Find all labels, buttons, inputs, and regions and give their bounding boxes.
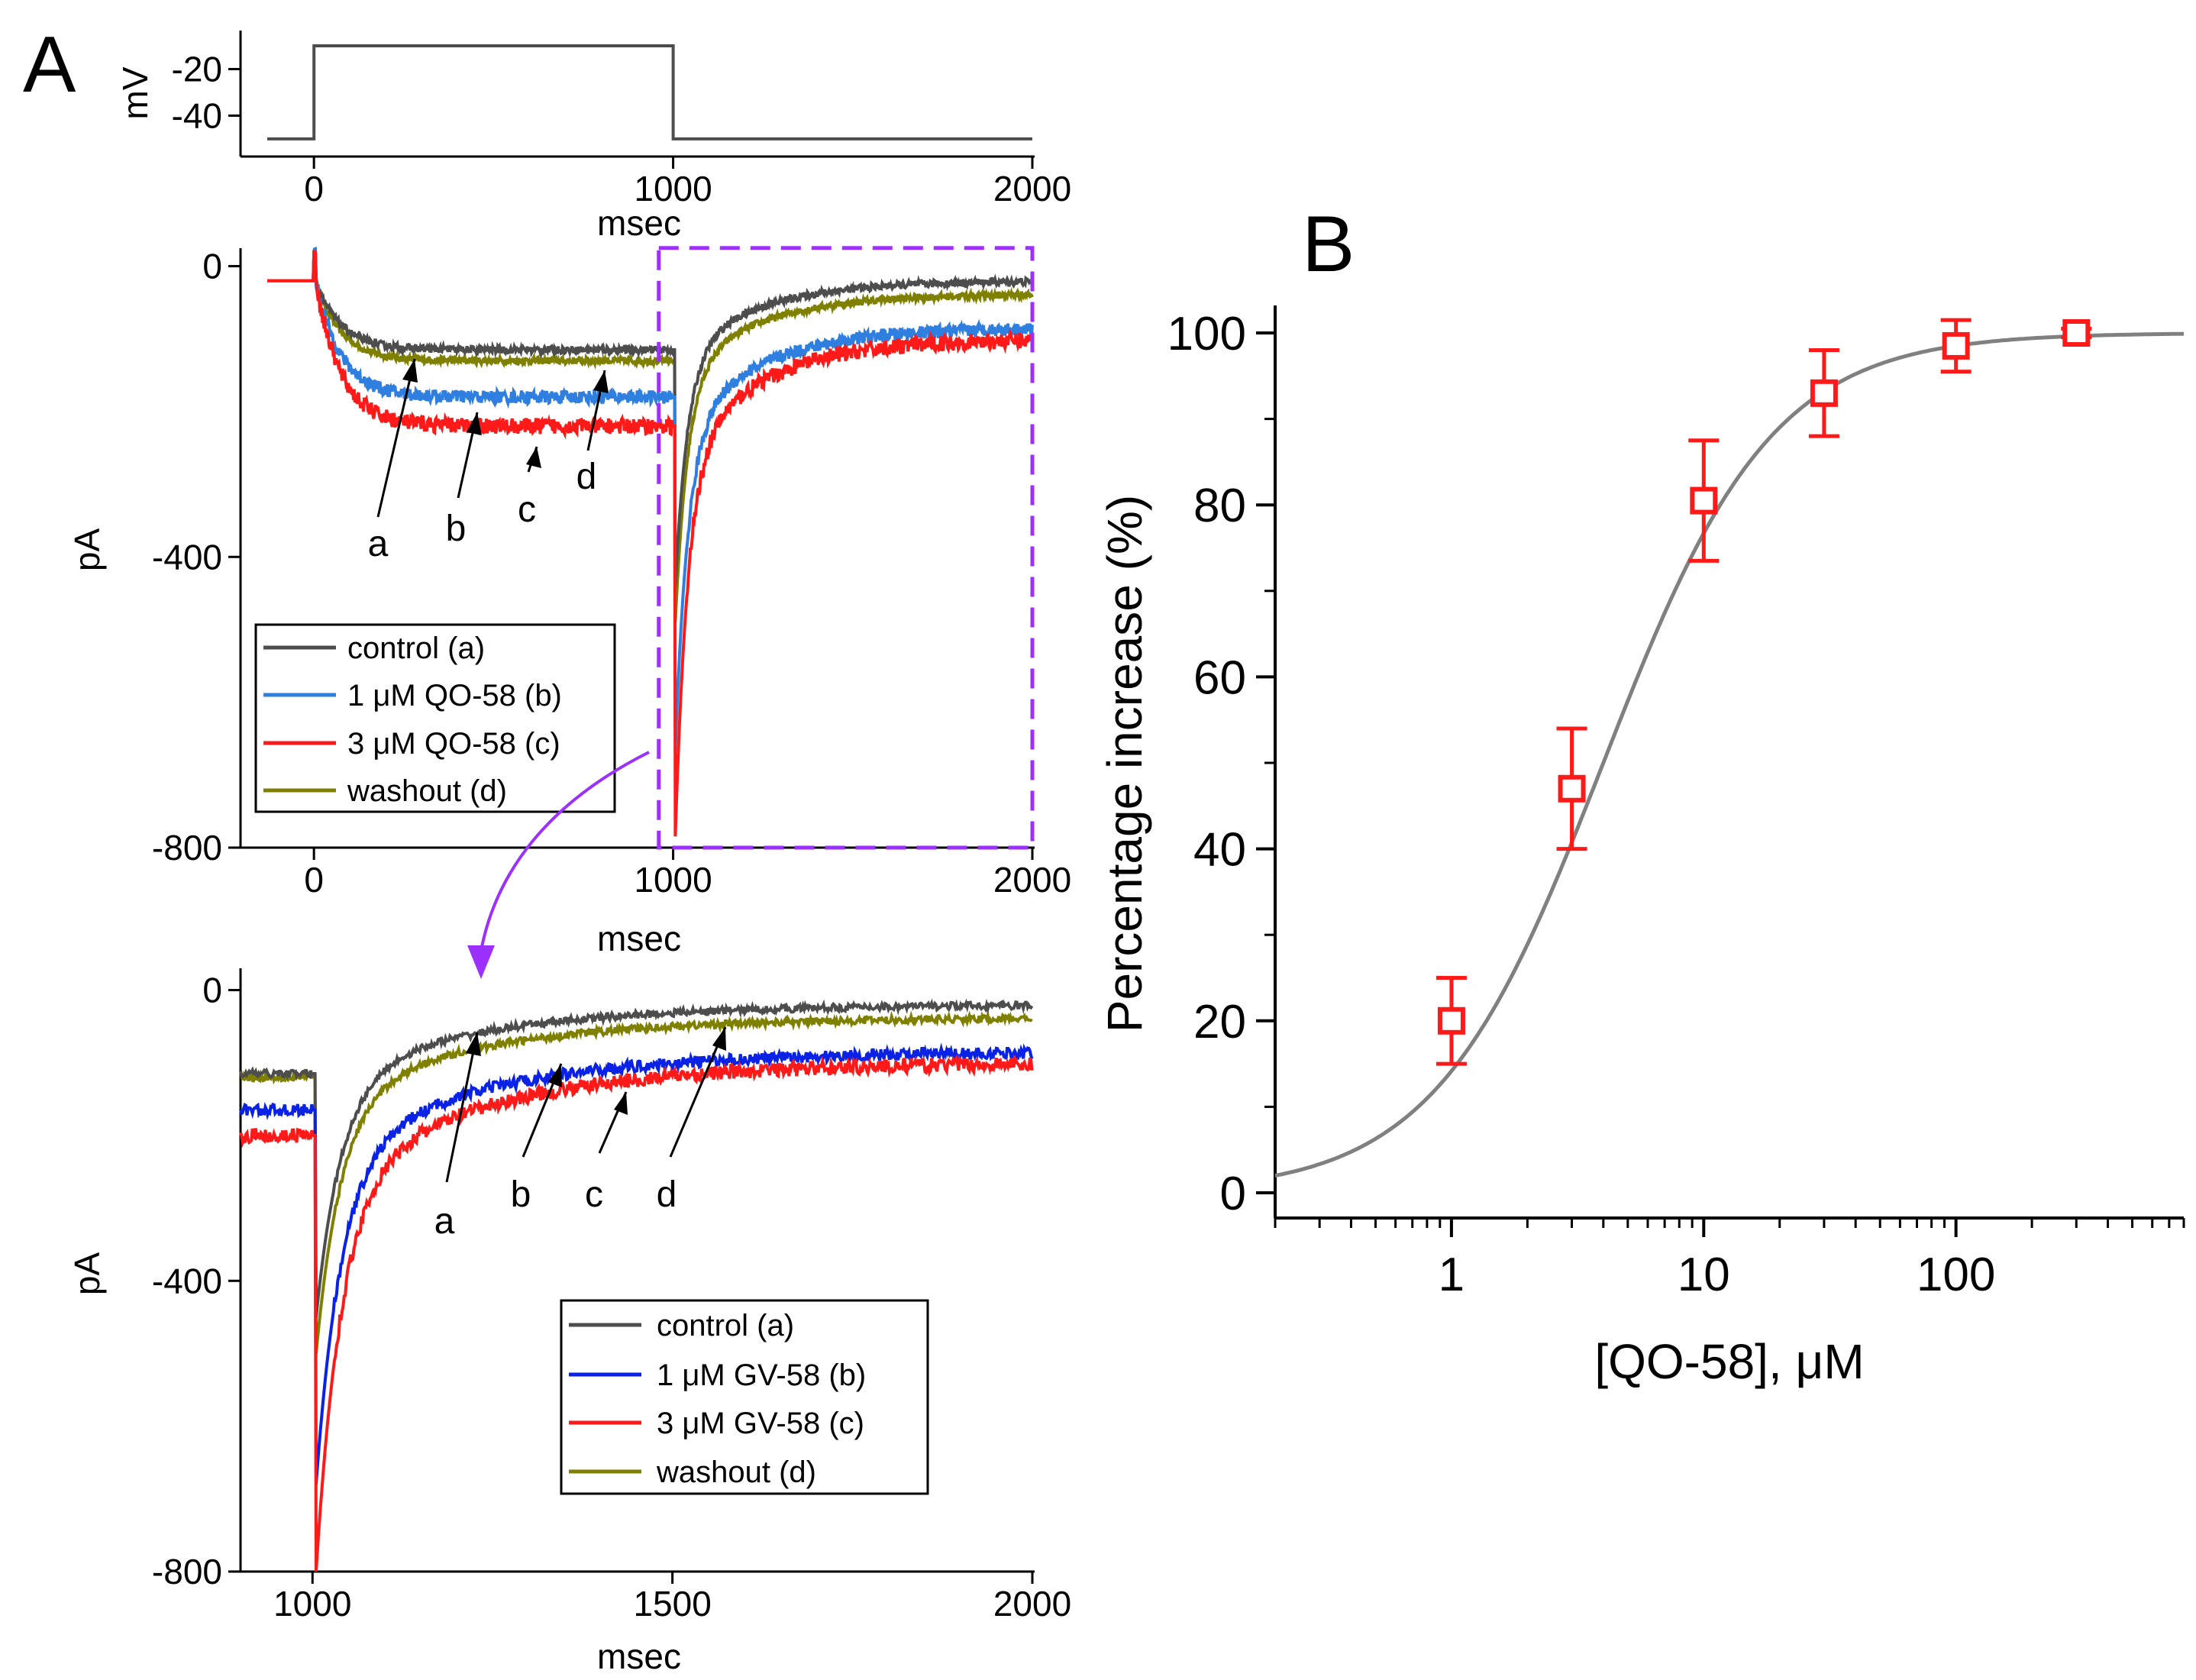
cr-ytick-label-0: 0 bbox=[1220, 1168, 1246, 1220]
arrow-a bbox=[376, 358, 416, 518]
tail-xtick-label-0: 1000 bbox=[273, 1584, 351, 1623]
tail-trace-2 bbox=[239, 1054, 1034, 1572]
label-a: a bbox=[368, 524, 389, 564]
tail-arrow-d bbox=[669, 1026, 727, 1158]
cr-ytick-label-5: 100 bbox=[1167, 308, 1246, 360]
label-c: c bbox=[518, 489, 536, 530]
cr-xtick-label-1: 10 bbox=[1678, 1249, 1730, 1301]
legend-top: control (a) 1 μM QO-58 (b) 3 μM QO-58 (c… bbox=[254, 623, 616, 813]
label-b: b bbox=[446, 509, 467, 549]
tail-arrowhead-c bbox=[614, 1092, 628, 1115]
legend-top-control: control (a) bbox=[347, 632, 485, 665]
cr-y-label: Percentage increase (%) bbox=[1097, 495, 1152, 1032]
tail-trace-0 bbox=[239, 998, 1034, 1318]
full-trace-3 bbox=[267, 249, 1034, 622]
tail-label-d: d bbox=[657, 1174, 677, 1215]
full-xtick-label-2: 2000 bbox=[993, 860, 1071, 900]
protocol-y-label: mV bbox=[115, 66, 155, 119]
legend-bottom-washout: washout (d) bbox=[656, 1455, 816, 1489]
full-trace-0 bbox=[267, 247, 1034, 586]
full-ytick-label-0: 0 bbox=[202, 247, 222, 286]
tail-ytick-label-0: 0 bbox=[202, 971, 222, 1010]
tail-ytick-label-2: -800 bbox=[152, 1552, 222, 1591]
cr-x-label: [QO-58], μM bbox=[1594, 1334, 1864, 1389]
full-trace-1 bbox=[267, 246, 1034, 751]
arrowhead-d bbox=[593, 370, 609, 393]
protocol-xtick-label-2: 2000 bbox=[993, 169, 1071, 208]
legend-top-qo3: 3 μM QO-58 (c) bbox=[347, 727, 560, 761]
legend-bottom-gv3: 3 μM GV-58 (c) bbox=[657, 1407, 864, 1440]
tail-label-a: a bbox=[434, 1201, 455, 1242]
protocol-plot: mV msec 0 1000 2000 -20 -40 bbox=[115, 31, 1071, 243]
cr-ytick-label-1: 20 bbox=[1193, 996, 1246, 1048]
protocol-xtick-label-1: 1000 bbox=[634, 169, 712, 208]
cr-point-4 bbox=[1942, 331, 1970, 360]
full-ytick-label-2: -800 bbox=[152, 828, 222, 867]
current-full-plot: pA msec 0 1000 2000 0 -400 -800 a b c d bbox=[67, 246, 1071, 979]
hill-fit-curve bbox=[1274, 331, 2185, 1178]
arrowhead-b bbox=[467, 412, 482, 435]
protocol-ytick-label-0: -20 bbox=[172, 49, 222, 89]
cr-point-0 bbox=[1437, 1006, 1465, 1035]
legend-bottom-control: control (a) bbox=[657, 1309, 794, 1342]
protocol-ytick-label-1: -40 bbox=[172, 95, 222, 135]
tail-arrowhead-b bbox=[548, 1064, 562, 1087]
protocol-x-label: msec bbox=[597, 203, 681, 243]
tail-x-label: msec bbox=[597, 1636, 681, 1676]
zoom-connector-arrow bbox=[480, 751, 650, 951]
cr-xtick-label-2: 100 bbox=[1917, 1249, 1995, 1301]
protocol-xtick-label-0: 0 bbox=[304, 169, 324, 208]
cr-ytick-label-4: 80 bbox=[1193, 480, 1246, 532]
tail-arrow-a bbox=[445, 1032, 479, 1183]
tail-trace-1 bbox=[239, 1042, 1034, 1485]
zoom-region-box bbox=[657, 246, 1035, 850]
tail-label-c: c bbox=[585, 1174, 603, 1215]
tail-arrowhead-d bbox=[712, 1027, 726, 1051]
full-trace-2 bbox=[267, 249, 1034, 837]
tail-trace-3 bbox=[240, 1010, 1033, 1354]
tail-ytick-label-1: -400 bbox=[152, 1261, 222, 1300]
cr-point-2 bbox=[1690, 486, 1718, 515]
full-x-label: msec bbox=[597, 919, 681, 958]
panel-label-a: A bbox=[23, 21, 76, 109]
full-y-label: pA bbox=[67, 528, 107, 572]
protocol-command-line bbox=[267, 44, 1032, 141]
panel-label-b: B bbox=[1302, 200, 1355, 289]
concentration-response-plot: Percentage increase (%) [QO-58], μM 1 10 1… bbox=[1097, 305, 2185, 1389]
arrowhead-a bbox=[402, 359, 418, 383]
tail-label-b: b bbox=[511, 1174, 531, 1215]
cr-point-1 bbox=[1558, 774, 1586, 803]
arrowhead-c bbox=[526, 447, 541, 468]
label-d: d bbox=[576, 457, 597, 497]
tail-xtick-label-2: 2000 bbox=[993, 1584, 1071, 1623]
legend-top-qo1: 1 μM QO-58 (b) bbox=[347, 679, 562, 712]
full-ytick-label-1: -400 bbox=[152, 537, 222, 577]
cr-point-3 bbox=[1810, 379, 1838, 407]
current-tail-plot: pA msec 1000 1500 2000 0 -400 -800 a b c d co… bbox=[67, 968, 1071, 1676]
cr-point-5 bbox=[2062, 319, 2091, 347]
tail-arrowhead-a bbox=[466, 1032, 481, 1056]
full-xtick-label-0: 0 bbox=[304, 860, 324, 900]
cr-ytick-label-2: 40 bbox=[1193, 824, 1246, 877]
zoom-connector-arrowhead bbox=[467, 945, 495, 979]
cr-xtick-label-0: 1 bbox=[1439, 1249, 1465, 1301]
full-xtick-label-1: 1000 bbox=[634, 860, 712, 900]
cr-ytick-label-3: 60 bbox=[1193, 651, 1246, 704]
tail-y-label: pA bbox=[67, 1252, 107, 1296]
legend-bottom: control (a) 1 μM GV-58 (b) 3 μM GV-58 (c… bbox=[560, 1299, 929, 1495]
legend-bottom-gv1: 1 μM GV-58 (b) bbox=[657, 1359, 866, 1392]
tail-xtick-label-1: 1500 bbox=[633, 1584, 711, 1623]
legend-top-washout: washout (d) bbox=[347, 774, 507, 808]
